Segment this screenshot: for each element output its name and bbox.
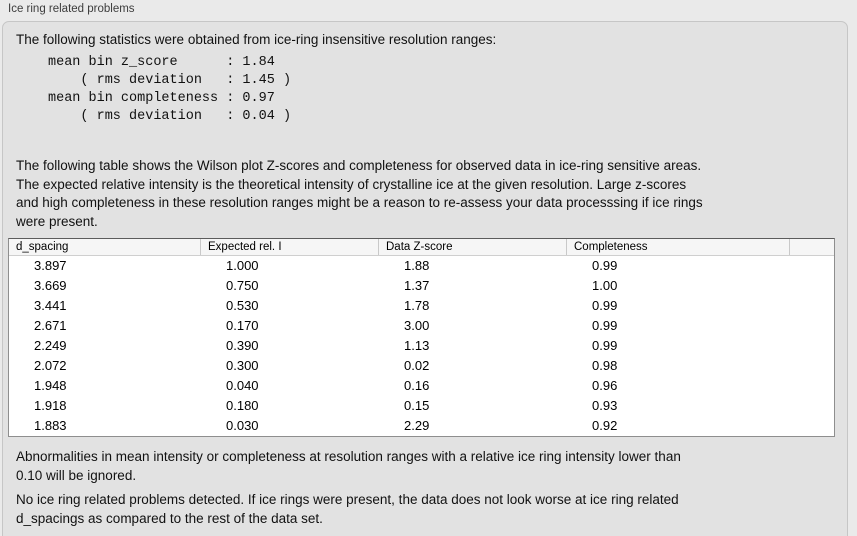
cell-completeness: 0.99 bbox=[592, 298, 618, 313]
table-row[interactable]: 2.072 0.300 0.02 0.98 bbox=[9, 356, 834, 376]
table-row[interactable]: 3.897 1.000 1.88 0.99 bbox=[9, 256, 834, 276]
ice-ring-table: d_spacing Expected rel. I Data Z-score C… bbox=[8, 238, 835, 437]
cell-d-spacing: 2.072 bbox=[34, 358, 67, 373]
cell-data-z-score: 0.15 bbox=[404, 398, 430, 413]
table-header-row: d_spacing Expected rel. I Data Z-score C… bbox=[9, 239, 834, 256]
table-description-text: The following table shows the Wilson plo… bbox=[16, 158, 703, 229]
header-d-spacing[interactable]: d_spacing bbox=[9, 239, 201, 255]
cell-completeness: 1.00 bbox=[592, 278, 618, 293]
table-row[interactable]: 2.249 0.390 1.13 0.99 bbox=[9, 336, 834, 356]
cell-completeness: 0.92 bbox=[592, 418, 618, 433]
header-data-z-score[interactable]: Data Z-score bbox=[379, 239, 567, 255]
cell-d-spacing: 3.441 bbox=[34, 298, 67, 313]
cell-data-z-score: 1.37 bbox=[404, 278, 430, 293]
cell-completeness: 0.99 bbox=[592, 338, 618, 353]
groupbox-title: Ice ring related problems bbox=[8, 3, 135, 15]
table-row[interactable]: 2.671 0.170 3.00 0.99 bbox=[9, 316, 834, 336]
table-row[interactable]: 1.918 0.180 0.15 0.93 bbox=[9, 396, 834, 416]
cell-expected-rel-i: 0.530 bbox=[226, 298, 259, 313]
table-row[interactable]: 1.883 0.030 2.29 0.92 bbox=[9, 416, 834, 436]
cell-expected-rel-i: 1.000 bbox=[226, 258, 259, 273]
cell-data-z-score: 1.88 bbox=[404, 258, 430, 273]
cell-expected-rel-i: 0.390 bbox=[226, 338, 259, 353]
cell-d-spacing: 1.948 bbox=[34, 378, 67, 393]
header-expected-rel-i[interactable]: Expected rel. I bbox=[201, 239, 379, 255]
cell-completeness: 0.99 bbox=[592, 318, 618, 333]
cell-completeness: 0.93 bbox=[592, 398, 618, 413]
cell-data-z-score: 0.02 bbox=[404, 358, 430, 373]
header-spacer bbox=[790, 239, 834, 255]
cell-data-z-score: 0.16 bbox=[404, 378, 430, 393]
cell-expected-rel-i: 0.040 bbox=[226, 378, 259, 393]
cell-expected-rel-i: 0.300 bbox=[226, 358, 259, 373]
cell-d-spacing: 1.883 bbox=[34, 418, 67, 433]
table-row[interactable]: 3.669 0.750 1.37 1.00 bbox=[9, 276, 834, 296]
cell-data-z-score: 3.00 bbox=[404, 318, 430, 333]
table-row[interactable]: 3.441 0.530 1.78 0.99 bbox=[9, 296, 834, 316]
cell-expected-rel-i: 0.180 bbox=[226, 398, 259, 413]
ignore-rule-text: Abnormalities in mean intensity or compl… bbox=[16, 449, 681, 483]
statistics-values-block: mean bin z_score : 1.84 ( rms deviation … bbox=[48, 55, 292, 124]
cell-expected-rel-i: 0.750 bbox=[226, 278, 259, 293]
cell-d-spacing: 2.249 bbox=[34, 338, 67, 353]
cell-expected-rel-i: 0.030 bbox=[226, 418, 259, 433]
conclusion-text: No ice ring related problems detected. I… bbox=[16, 492, 679, 526]
table-row[interactable]: 1.948 0.040 0.16 0.96 bbox=[9, 376, 834, 396]
cell-expected-rel-i: 0.170 bbox=[226, 318, 259, 333]
table-body: 3.897 1.000 1.88 0.99 3.669 0.750 1.37 1.00 3.44… bbox=[9, 256, 834, 436]
cell-data-z-score: 1.13 bbox=[404, 338, 430, 353]
cell-completeness: 0.96 bbox=[592, 378, 618, 393]
cell-completeness: 0.99 bbox=[592, 258, 618, 273]
cell-d-spacing: 3.897 bbox=[34, 258, 67, 273]
cell-data-z-score: 2.29 bbox=[404, 418, 430, 433]
cell-d-spacing: 1.918 bbox=[34, 398, 67, 413]
cell-d-spacing: 2.671 bbox=[34, 318, 67, 333]
cell-d-spacing: 3.669 bbox=[34, 278, 67, 293]
cell-data-z-score: 1.78 bbox=[404, 298, 430, 313]
cell-completeness: 0.98 bbox=[592, 358, 618, 373]
statistics-intro-text: The following statistics were obtained f… bbox=[16, 32, 497, 47]
header-completeness[interactable]: Completeness bbox=[567, 239, 790, 255]
